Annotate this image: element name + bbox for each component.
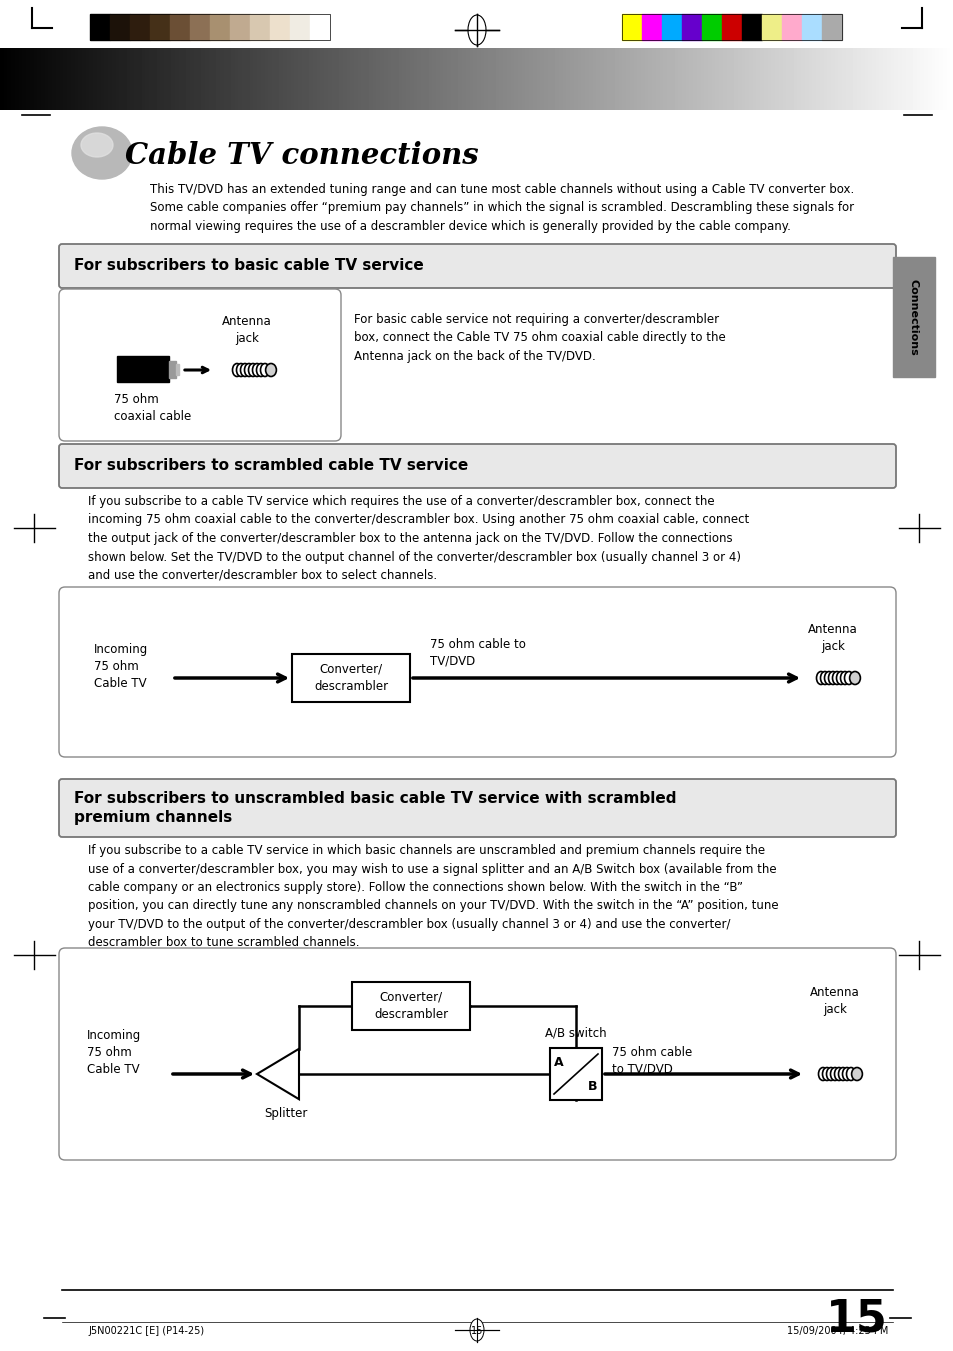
Bar: [761, 14, 781, 41]
Text: This TV/DVD has an extended tuning range and can tune most cable channels withou: This TV/DVD has an extended tuning range…: [150, 182, 853, 232]
Text: If you subscribe to a cable TV service in which basic channels are unscrambled a: If you subscribe to a cable TV service i…: [88, 844, 778, 950]
Bar: [210, 14, 230, 41]
Ellipse shape: [81, 132, 112, 157]
Bar: [290, 14, 310, 41]
Bar: [170, 14, 190, 41]
Text: Cable TV connections: Cable TV connections: [125, 141, 478, 169]
Bar: [90, 14, 330, 41]
Bar: [175, 363, 179, 376]
Text: For subscribers to basic cable TV service: For subscribers to basic cable TV servic…: [74, 258, 423, 273]
Ellipse shape: [843, 671, 853, 685]
Ellipse shape: [832, 671, 841, 685]
Text: A: A: [554, 1055, 563, 1069]
Text: J5N00221C [E] (P14-25): J5N00221C [E] (P14-25): [88, 1325, 204, 1336]
Bar: [550, 1048, 601, 1100]
Text: 15/09/2004, 4:23 PM: 15/09/2004, 4:23 PM: [786, 1325, 887, 1336]
Text: Incoming
75 ohm
Cable TV: Incoming 75 ohm Cable TV: [87, 1029, 141, 1075]
Ellipse shape: [825, 1067, 835, 1081]
Text: Antenna
jack: Antenna jack: [807, 623, 857, 653]
Ellipse shape: [244, 363, 253, 377]
Ellipse shape: [468, 15, 485, 45]
Ellipse shape: [849, 671, 860, 685]
FancyBboxPatch shape: [59, 586, 895, 757]
Bar: [721, 14, 741, 41]
Bar: [661, 14, 681, 41]
Text: A/B switch: A/B switch: [544, 1027, 606, 1040]
Text: Incoming
75 ohm
Cable TV: Incoming 75 ohm Cable TV: [94, 643, 148, 690]
Bar: [741, 14, 761, 41]
Ellipse shape: [253, 363, 261, 377]
Ellipse shape: [820, 671, 828, 685]
Bar: [110, 14, 130, 41]
Ellipse shape: [236, 363, 245, 377]
Bar: [90, 14, 110, 41]
Text: 75 ohm cable
to TV/DVD: 75 ohm cable to TV/DVD: [612, 1046, 692, 1075]
Bar: [270, 14, 290, 41]
Ellipse shape: [260, 363, 269, 377]
Bar: [190, 14, 210, 41]
Text: Connections: Connections: [908, 278, 918, 355]
Ellipse shape: [840, 671, 848, 685]
Ellipse shape: [838, 1067, 846, 1081]
Ellipse shape: [818, 1067, 826, 1081]
Ellipse shape: [830, 1067, 839, 1081]
Text: 15: 15: [471, 1325, 482, 1336]
Text: If you subscribe to a cable TV service which requires the use of a converter/des: If you subscribe to a cable TV service w…: [88, 494, 748, 582]
Text: For subscribers to scrambled cable TV service: For subscribers to scrambled cable TV se…: [74, 458, 468, 473]
Ellipse shape: [821, 1067, 831, 1081]
Polygon shape: [256, 1048, 298, 1100]
Ellipse shape: [816, 671, 824, 685]
Bar: [250, 14, 270, 41]
Bar: [352, 982, 470, 1029]
Ellipse shape: [841, 1067, 851, 1081]
Bar: [150, 14, 170, 41]
Bar: [0, 0, 953, 49]
Ellipse shape: [851, 1067, 862, 1081]
Text: Antenna
jack: Antenna jack: [222, 315, 272, 345]
Text: Splitter: Splitter: [264, 1108, 308, 1120]
Bar: [701, 14, 721, 41]
Text: Converter/
descrambler: Converter/ descrambler: [314, 663, 388, 693]
Ellipse shape: [248, 363, 257, 377]
Ellipse shape: [256, 363, 265, 377]
Bar: [801, 14, 821, 41]
Bar: [621, 14, 841, 41]
Bar: [117, 357, 169, 382]
Text: 75 ohm
coaxial cable: 75 ohm coaxial cable: [113, 393, 191, 423]
Bar: [892, 257, 934, 377]
FancyBboxPatch shape: [59, 289, 340, 440]
FancyBboxPatch shape: [59, 948, 895, 1161]
Bar: [821, 14, 841, 41]
Text: Antenna
jack: Antenna jack: [809, 986, 859, 1016]
Ellipse shape: [834, 1067, 842, 1081]
FancyBboxPatch shape: [59, 245, 895, 288]
Ellipse shape: [827, 671, 837, 685]
Bar: [230, 14, 250, 41]
Bar: [292, 654, 410, 703]
Bar: [641, 14, 661, 41]
Bar: [621, 14, 641, 41]
Ellipse shape: [470, 1319, 483, 1342]
Ellipse shape: [265, 363, 276, 377]
Ellipse shape: [845, 1067, 855, 1081]
Ellipse shape: [240, 363, 250, 377]
Text: For basic cable service not requiring a converter/descrambler
box, connect the C: For basic cable service not requiring a …: [354, 313, 725, 363]
FancyBboxPatch shape: [59, 444, 895, 488]
Text: B: B: [588, 1079, 598, 1093]
Bar: [130, 14, 150, 41]
Bar: [781, 14, 801, 41]
Text: 75 ohm cable to
TV/DVD: 75 ohm cable to TV/DVD: [430, 638, 525, 667]
Bar: [169, 361, 175, 378]
Ellipse shape: [233, 363, 241, 377]
Ellipse shape: [836, 671, 844, 685]
Bar: [681, 14, 701, 41]
Ellipse shape: [71, 127, 132, 178]
Text: For subscribers to unscrambled basic cable TV service with scrambled
premium cha: For subscribers to unscrambled basic cab…: [74, 790, 676, 825]
Ellipse shape: [823, 671, 833, 685]
Bar: [310, 14, 330, 41]
Text: Converter/
descrambler: Converter/ descrambler: [374, 992, 448, 1021]
FancyBboxPatch shape: [59, 780, 895, 838]
Text: 15: 15: [825, 1298, 887, 1342]
